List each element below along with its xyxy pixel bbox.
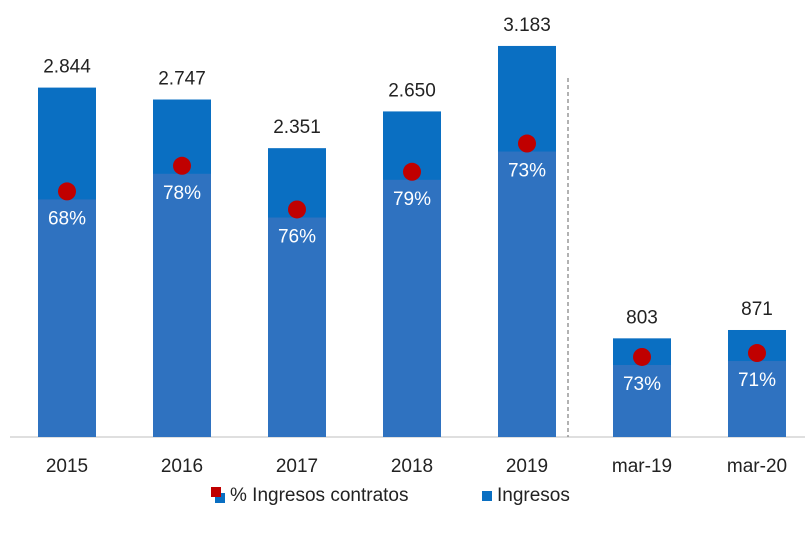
- x-tick-label: 2019: [506, 456, 548, 477]
- contract-segment: [383, 179, 441, 437]
- contract-segment: [38, 199, 96, 437]
- contract-dot: [518, 134, 536, 153]
- x-tick-label: 2018: [391, 456, 433, 477]
- percent-label: 76%: [278, 226, 316, 247]
- legend-label: % Ingresos contratos: [230, 485, 408, 506]
- legend-marker: [211, 487, 221, 497]
- x-tick-label: mar-19: [612, 456, 672, 477]
- contract-dot: [173, 156, 191, 175]
- value-label: 2.747: [158, 69, 206, 90]
- value-label: 871: [741, 299, 773, 320]
- percent-label: 73%: [508, 161, 546, 182]
- contract-dot: [748, 344, 766, 363]
- contract-segment: [268, 217, 326, 437]
- value-label: 2.844: [43, 57, 91, 78]
- percent-label: 78%: [163, 183, 201, 204]
- value-label: 2.650: [388, 80, 436, 101]
- legend-swatch: [482, 491, 492, 501]
- value-label: 803: [626, 307, 658, 328]
- value-label: 3.183: [503, 15, 551, 36]
- contract-dot: [403, 162, 421, 181]
- contract-segment: [498, 151, 556, 437]
- value-label: 2.351: [273, 117, 321, 138]
- percent-label: 68%: [48, 208, 86, 229]
- percent-label: 79%: [393, 189, 431, 210]
- legend-swatch: [215, 493, 225, 503]
- contract-dot: [58, 182, 76, 201]
- x-tick-label: mar-20: [727, 456, 787, 477]
- contract-dot: [288, 200, 306, 219]
- contract-segment: [153, 173, 211, 437]
- contract-dot: [633, 347, 651, 366]
- percent-label: 73%: [623, 374, 661, 395]
- contract-segment: [728, 361, 786, 437]
- x-tick-label: 2015: [46, 456, 88, 477]
- percent-label: 71%: [738, 370, 776, 391]
- x-tick-label: 2017: [276, 456, 318, 477]
- contract-segment: [613, 364, 671, 437]
- x-tick-label: 2016: [161, 456, 203, 477]
- legend-label: Ingresos: [497, 485, 570, 506]
